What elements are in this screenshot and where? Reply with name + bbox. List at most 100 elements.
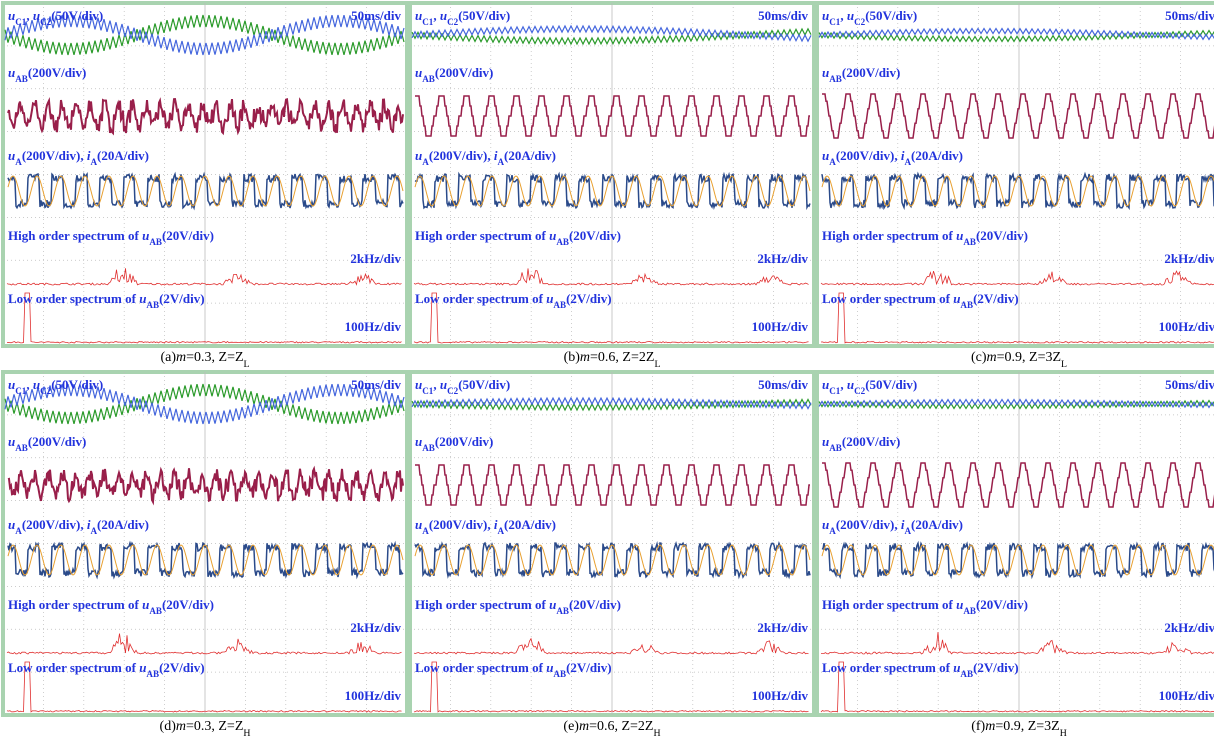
frequency-scale: 100Hz/div [1159, 319, 1214, 334]
text-segment: AB [553, 300, 566, 310]
text-segment: u [956, 228, 963, 243]
text-segment: (200V/div) [28, 434, 87, 449]
text-segment: C1 [15, 17, 27, 27]
frequency-scale: 2kHz/div [1164, 251, 1214, 266]
text-segment: C2 [40, 386, 52, 396]
text-segment: (20V/div) [162, 228, 214, 243]
text-segment: (50V/div) [865, 8, 917, 23]
text-segment: (20A/div) [504, 148, 556, 163]
text-segment: C2 [854, 386, 866, 396]
frequency-scale: 100Hz/div [752, 319, 809, 334]
text-segment: u [142, 228, 149, 243]
text-segment: AB [149, 606, 162, 616]
text-segment: Low order spectrum of [822, 660, 953, 675]
text-segment: C2 [447, 17, 459, 27]
text-segment: (20A/div) [97, 517, 149, 532]
text-segment: (20V/div) [162, 597, 214, 612]
text-segment: AB [963, 237, 976, 247]
text-segment: u [142, 597, 149, 612]
text-segment: (200V/div), [22, 517, 87, 532]
text-segment: (20V/div) [976, 597, 1028, 612]
text-segment: u [847, 377, 854, 392]
text-segment: u [953, 660, 960, 675]
text-segment: =0.3, Z=Z [186, 350, 243, 365]
text-segment: (50V/div) [458, 377, 510, 392]
text-segment: High order spectrum of [822, 228, 956, 243]
text-segment: m [985, 719, 995, 734]
figure: uC1, uC2(50V/div)50ms/divuAB(200V/div)uA… [0, 0, 1214, 741]
text-segment: Low order spectrum of [8, 660, 139, 675]
text-segment: L [1061, 359, 1067, 370]
panel-caption: (d)m=0.3, Z=ZH [160, 719, 251, 739]
text-segment: m [580, 350, 590, 365]
text-segment: AB [829, 443, 842, 453]
text-segment: AB [960, 300, 973, 310]
scope-panel: uC1, uC2(50V/div)50ms/divuAB(200V/div)uA… [410, 372, 814, 715]
text-segment: (20A/div) [911, 517, 963, 532]
text-segment: AB [146, 669, 159, 679]
text-segment: High order spectrum of [8, 228, 142, 243]
panel-caption: (e)m=0.6, Z=2ZH [563, 719, 660, 739]
text-segment: u [139, 291, 146, 306]
text-segment: u [415, 377, 422, 392]
text-segment: AB [960, 669, 973, 679]
text-segment: u [8, 148, 15, 163]
text-segment: (200V/div) [435, 65, 494, 80]
text-segment: (200V/div), [22, 148, 87, 163]
text-segment: =0.9, Z=3Z [995, 719, 1059, 734]
text-segment: u [8, 434, 15, 449]
text-segment: C2 [447, 386, 459, 396]
text-segment: u [415, 148, 422, 163]
text-segment: u [822, 434, 829, 449]
text-segment: u [33, 377, 40, 392]
text-segment: High order spectrum of [415, 228, 549, 243]
frequency-scale: 2kHz/div [350, 251, 401, 266]
timebase-label: 50ms/div [1165, 8, 1214, 23]
text-segment: (d) [160, 719, 177, 734]
scope-panel: uC1, uC2(50V/div)50ms/divuAB(200V/div)uA… [817, 372, 1214, 715]
panel-caption: (c)m=0.9, Z=3ZL [971, 350, 1067, 370]
panel-caption: (a)m=0.3, Z=ZL [160, 350, 249, 370]
text-segment: L [244, 359, 250, 370]
text-segment: AB [422, 74, 435, 84]
text-segment: (50V/div) [51, 377, 103, 392]
text-segment: u [440, 377, 447, 392]
frequency-scale: 2kHz/div [350, 620, 401, 635]
text-segment: AB [149, 237, 162, 247]
text-segment: u [956, 597, 963, 612]
text-segment: (200V/div), [429, 148, 494, 163]
text-segment: C1 [829, 17, 841, 27]
text-segment: (50V/div) [51, 8, 103, 23]
text-segment: AB [829, 74, 842, 84]
text-segment: u [822, 517, 829, 532]
text-segment: u [415, 517, 422, 532]
scope-panel: uC1, uC2(50V/div)50ms/divuAB(200V/div)uA… [410, 3, 814, 346]
text-segment: u [139, 660, 146, 675]
text-segment: u [33, 8, 40, 23]
text-segment: (20V/div) [569, 228, 621, 243]
text-segment: m [176, 350, 186, 365]
text-segment: H [1060, 728, 1067, 739]
text-segment: (50V/div) [458, 8, 510, 23]
text-segment: u [546, 291, 553, 306]
text-segment: (200V/div), [836, 517, 901, 532]
panel-caption: (b)m=0.6, Z=2ZL [564, 350, 661, 370]
text-segment: (2V/div) [566, 660, 612, 675]
text-segment: C1 [422, 17, 434, 27]
timebase-label: 50ms/div [351, 8, 401, 23]
text-segment: (20V/div) [976, 228, 1028, 243]
text-segment: Low order spectrum of [822, 291, 953, 306]
text-segment: u [8, 65, 15, 80]
scope-panel: uC1, uC2(50V/div)50ms/divuAB(200V/div)uA… [3, 372, 407, 715]
text-segment: =0.6, Z=2Z [590, 350, 654, 365]
text-segment: (200V/div) [842, 65, 901, 80]
frequency-scale: 100Hz/div [752, 688, 809, 703]
text-segment: (200V/div) [28, 65, 87, 80]
text-segment: (2V/div) [973, 660, 1019, 675]
text-segment: C1 [15, 386, 27, 396]
text-segment: u [822, 8, 829, 23]
text-segment: m [987, 350, 997, 365]
text-segment: u [822, 65, 829, 80]
frequency-scale: 2kHz/div [757, 251, 808, 266]
text-segment: H [243, 728, 250, 739]
